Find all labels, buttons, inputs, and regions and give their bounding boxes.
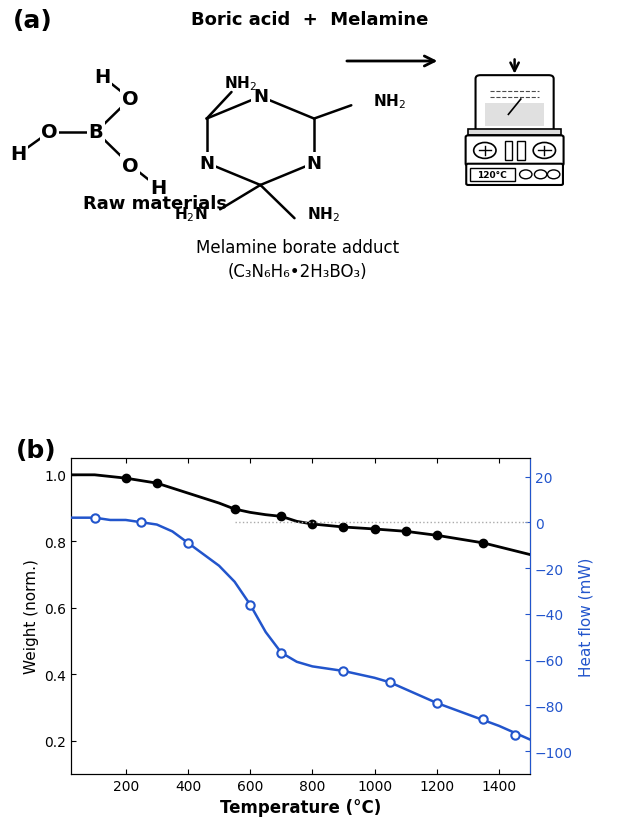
- Circle shape: [533, 143, 556, 159]
- Text: (b): (b): [16, 438, 56, 462]
- Text: H: H: [150, 179, 166, 197]
- Text: Raw materials: Raw materials: [83, 194, 227, 212]
- Text: O: O: [122, 90, 138, 109]
- FancyBboxPatch shape: [476, 76, 554, 134]
- Text: N: N: [199, 155, 214, 173]
- FancyBboxPatch shape: [466, 136, 564, 166]
- Bar: [470, 169, 515, 182]
- Text: H: H: [94, 68, 110, 87]
- FancyBboxPatch shape: [466, 165, 563, 186]
- Text: H$_2$N: H$_2$N: [174, 205, 208, 224]
- Text: B: B: [89, 123, 104, 143]
- Text: NH$_2$: NH$_2$: [224, 75, 257, 93]
- Text: N: N: [253, 88, 268, 106]
- Circle shape: [520, 170, 532, 179]
- X-axis label: Temperature (°C): Temperature (°C): [220, 799, 381, 817]
- Text: 120°C: 120°C: [477, 170, 507, 179]
- Text: O: O: [42, 123, 58, 143]
- Text: H: H: [11, 145, 27, 165]
- Text: Melamine borate adduct: Melamine borate adduct: [196, 238, 399, 256]
- Circle shape: [474, 143, 496, 159]
- Text: (a): (a): [12, 9, 52, 33]
- Circle shape: [547, 170, 560, 179]
- Text: (C₃N₆H₆•2H₃BO₃): (C₃N₆H₆•2H₃BO₃): [228, 263, 368, 281]
- Text: N: N: [307, 155, 322, 173]
- Text: O: O: [122, 156, 138, 175]
- Bar: [517, 142, 525, 161]
- Bar: [485, 104, 544, 127]
- Text: Boric acid  +  Melamine: Boric acid + Melamine: [192, 11, 428, 29]
- Text: NH$_2$: NH$_2$: [373, 93, 406, 111]
- Bar: [468, 129, 561, 136]
- Text: NH$_2$: NH$_2$: [307, 205, 340, 224]
- Y-axis label: Heat flow (mW): Heat flow (mW): [578, 557, 593, 676]
- Bar: [505, 142, 512, 161]
- Circle shape: [534, 170, 547, 179]
- Y-axis label: Weight (norm.): Weight (norm.): [24, 559, 39, 674]
